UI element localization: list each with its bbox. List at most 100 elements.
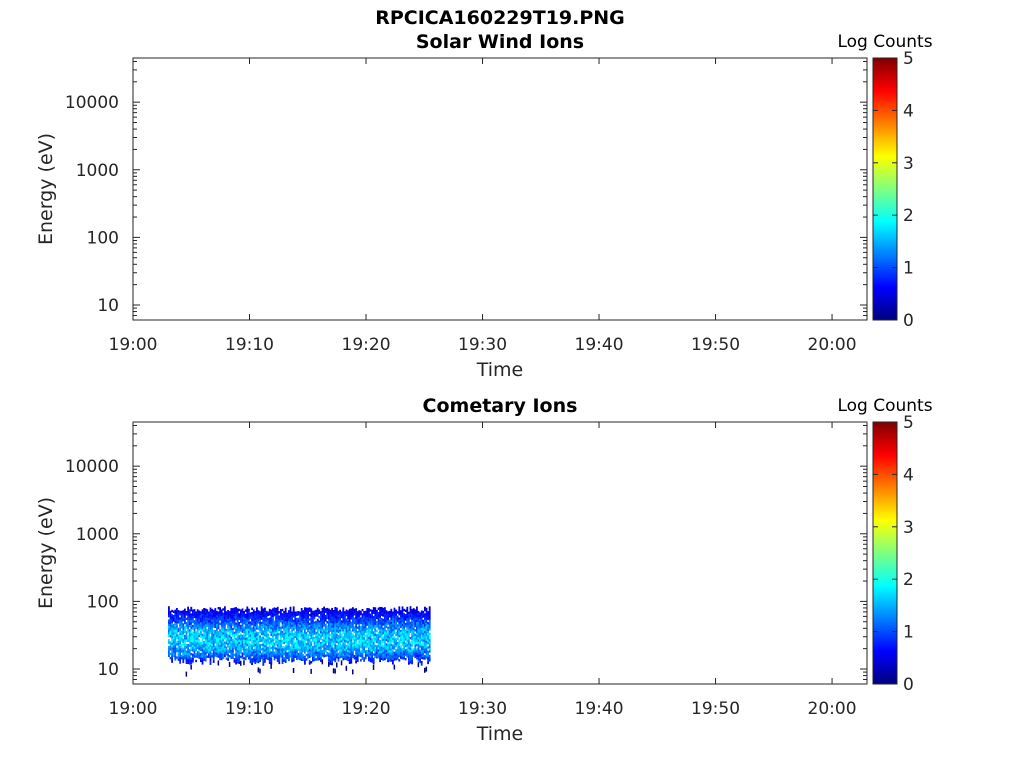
spectrogram-cell [251,618,253,621]
spectrogram-cell [408,620,410,623]
spectrogram-cell [422,652,425,656]
spectrogram-cell [352,620,354,623]
spectrogram-cell [227,621,229,624]
spectrogram-cell [369,626,372,630]
spectrogram-cell [292,624,295,627]
spectrogram-cell [416,657,418,660]
spectrogram-cell [232,623,234,626]
spectrogram-cell [323,606,325,609]
spectrogram-cell [272,623,274,627]
spectrogram-cell [299,622,301,625]
spectrogram-cell [188,622,191,625]
spectrogram-cell [312,657,314,660]
spectrogram-cell [310,621,313,624]
spectrogram-cell [204,652,207,655]
spectrogram-cell [406,653,409,656]
spectrogram-cell [353,619,356,623]
spectrogram-cell [353,641,356,645]
spectrogram-cell [200,633,202,636]
spectrogram-cell [284,627,287,630]
spectrogram-cell [382,636,385,639]
spectrogram-cell [172,637,175,640]
spectrogram-cell [416,635,418,638]
spectrogram-cell [300,616,303,620]
spectrogram-cell [174,642,177,646]
spectrogram-cell [321,612,324,615]
spectrogram-cell [246,639,249,642]
spectrogram-cell [328,648,330,651]
spectrogram-cell [171,640,173,643]
spectrogram-cell [220,651,223,654]
spectrogram-cell [368,623,370,626]
spectrogram-cell [396,653,399,656]
spectrogram-cell [344,631,346,634]
spectrogram-cell [276,611,279,614]
spectrogram-cell [371,625,373,628]
spectrogram-cell [288,636,290,639]
spectrogram-cell [348,619,351,623]
spectrogram-cell [304,642,306,645]
spectrogram-cell [416,639,418,642]
spectrogram-cell [377,634,380,637]
spectrogram-cell [224,643,226,647]
spectrogram-cell [345,611,348,615]
spectrogram-cell [342,655,345,659]
spectrogram-cell [328,659,330,662]
spectrogram-cell [320,611,322,614]
spectrogram-cell [390,635,393,638]
spectrogram-cell [238,613,241,616]
spectrogram-cell [270,609,273,612]
spectrogram-cell [230,625,233,629]
spectrogram-cell [355,639,357,642]
spectrogram-cell [241,610,244,613]
spectrogram-cell [249,643,252,646]
spectrogram-cell [339,616,341,619]
spectrogram-cell [427,641,429,645]
spectrogram-cell [318,609,321,612]
spectrogram-cell [179,650,181,653]
spectrogram-cell [318,655,321,658]
spectrogram-cell [420,639,423,642]
spectrogram-cell [200,613,202,616]
spectrogram-cell [273,629,276,632]
spectrogram-cell [323,635,325,638]
spectrogram-cell [196,629,199,632]
spectrogram-cell [380,633,383,636]
spectrogram-cell [302,614,305,617]
spectrogram-cell [379,617,381,621]
spectrogram-cell [209,636,212,639]
spectrogram-cell [240,642,242,645]
spectrogram-cell [369,618,372,621]
spectrogram-cell [427,652,429,656]
spectrogram-cell [331,610,333,613]
spectrogram-cell [233,609,236,613]
spectrogram-cell [168,652,170,655]
spectrogram-cell [324,647,327,651]
spectrogram-cell [390,637,393,640]
spectrogram-cell [176,616,178,620]
spectrogram-cell [206,631,209,634]
spectrogram-cell [280,631,282,634]
spectrogram-cell [230,619,233,622]
spectrogram-cell [203,652,205,655]
spectrogram-cell [198,656,201,660]
spectrogram-cell [369,613,372,616]
spectrogram-cell [222,625,225,629]
spectrogram-cell [259,668,261,674]
spectrogram-cell [419,625,421,628]
spectrogram-cell [297,648,300,651]
spectrogram-cell [206,622,209,625]
spectrogram-cell [248,608,250,612]
spectrogram-cell [179,657,181,660]
spectrogram-cell [339,614,341,617]
spectrogram-cell [248,657,250,660]
spectrogram-cell [179,654,181,658]
spectrogram-cell [254,611,257,614]
spectrogram-cell [251,647,253,650]
spectrogram-cell [398,641,401,644]
spectrogram-cell [328,619,330,622]
spectrogram-cell [374,620,377,623]
spectrogram-cell [251,616,253,619]
spectrogram-cell [372,635,375,639]
spectrogram-cell [235,662,237,665]
